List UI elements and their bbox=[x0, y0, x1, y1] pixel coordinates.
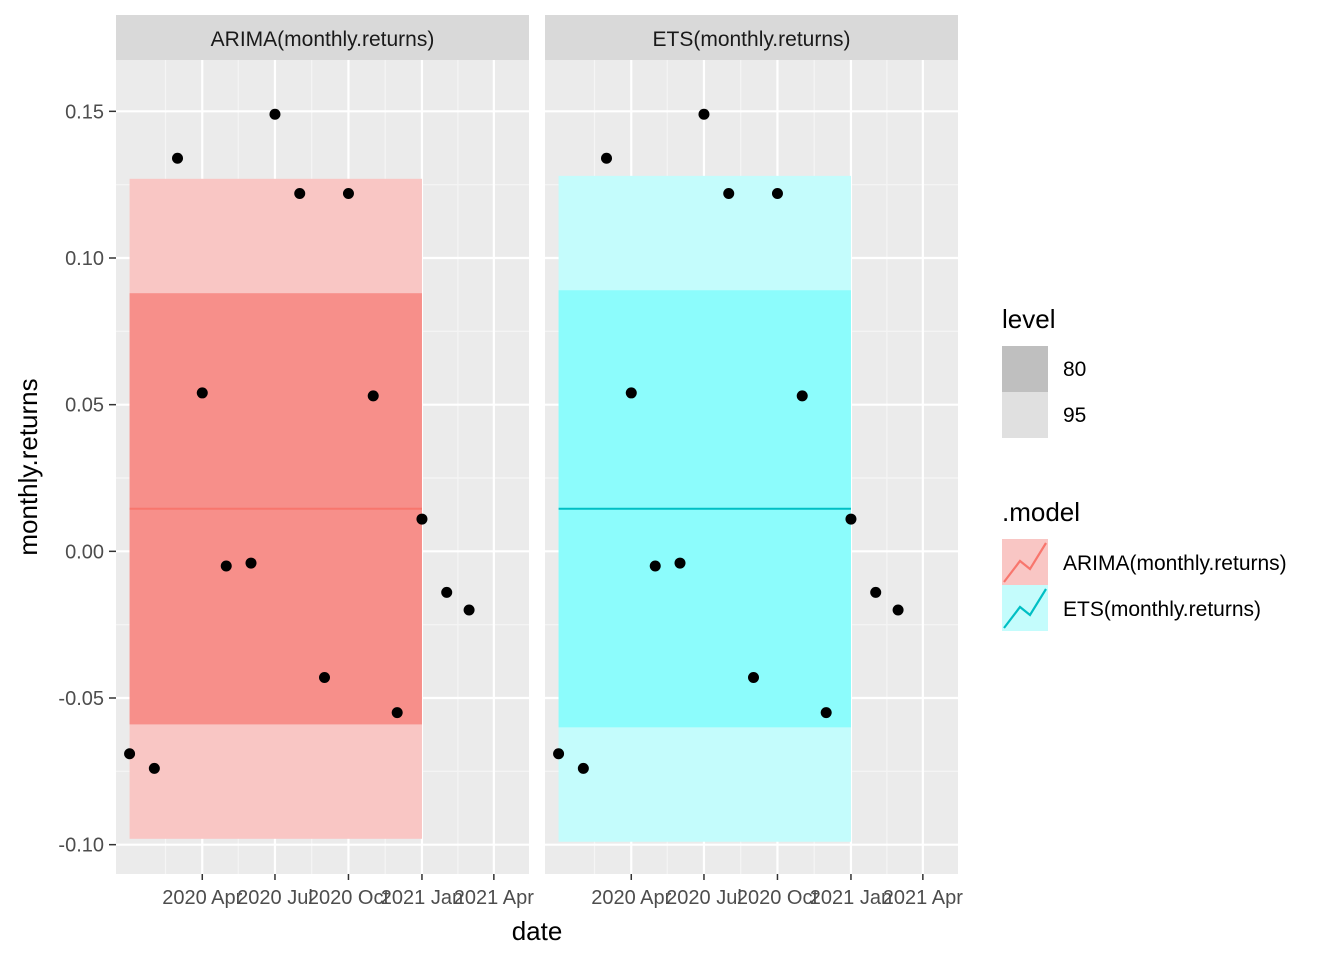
facet-strip bbox=[545, 15, 958, 60]
observed-point bbox=[441, 586, 453, 598]
legend-level-label: 95 bbox=[1063, 404, 1086, 427]
legend-level-title: level bbox=[1002, 304, 1055, 334]
observed-point bbox=[196, 387, 208, 399]
x-tick-label: 2020 Jul bbox=[666, 887, 742, 909]
observed-point bbox=[318, 671, 330, 683]
observed-point bbox=[870, 586, 882, 598]
y-tick-label: 0.00 bbox=[65, 541, 104, 563]
legend-model-key bbox=[1002, 539, 1048, 585]
legend-level-key bbox=[1002, 392, 1048, 438]
observed-point bbox=[463, 604, 475, 616]
x-tick-label: 2020 Oct bbox=[308, 887, 390, 909]
observed-point bbox=[723, 187, 735, 199]
observed-point bbox=[172, 152, 184, 164]
y-axis-title: monthly.returns bbox=[13, 378, 43, 555]
observed-point bbox=[553, 748, 565, 760]
facet-strip bbox=[116, 15, 529, 60]
legend-level-key bbox=[1002, 346, 1048, 392]
y-tick-label: 0.10 bbox=[65, 248, 104, 270]
observed-point bbox=[649, 560, 661, 572]
observed-point bbox=[771, 187, 783, 199]
legend-model-title: .model bbox=[1002, 497, 1080, 527]
x-tick-label: 2021 Jan bbox=[381, 887, 463, 909]
observed-point bbox=[625, 387, 637, 399]
observed-point bbox=[820, 707, 832, 719]
x-tick-label: 2021 Jan bbox=[810, 887, 892, 909]
x-tick-label: 2021 Apr bbox=[883, 887, 963, 909]
observed-point bbox=[845, 513, 857, 525]
legend-model-key bbox=[1002, 585, 1048, 631]
observed-point bbox=[391, 707, 403, 719]
facet-strip-label: ETS(monthly.returns) bbox=[653, 28, 851, 51]
x-axis-title: date bbox=[512, 916, 563, 946]
x-tick-label: 2020 Oct bbox=[737, 887, 819, 909]
observed-point bbox=[342, 187, 354, 199]
observed-point bbox=[367, 390, 379, 402]
observed-point bbox=[294, 187, 306, 199]
observed-point bbox=[698, 108, 710, 120]
facet-strip-label: ARIMA(monthly.returns) bbox=[211, 28, 435, 51]
x-tick-label: 2020 Apr bbox=[162, 887, 242, 909]
y-tick-label: -0.05 bbox=[58, 688, 104, 710]
observed-point bbox=[220, 560, 232, 572]
y-tick-label: -0.10 bbox=[58, 835, 104, 857]
x-tick-label: 2021 Apr bbox=[454, 887, 534, 909]
observed-point bbox=[601, 152, 613, 164]
x-tick-label: 2020 Jul bbox=[237, 887, 313, 909]
legend-model-label: ARIMA(monthly.returns) bbox=[1063, 552, 1287, 575]
observed-point bbox=[148, 762, 160, 774]
legend-model-line bbox=[1003, 542, 1047, 583]
legend-level-label: 80 bbox=[1063, 358, 1086, 381]
observed-point bbox=[269, 108, 281, 120]
y-tick-label: 0.15 bbox=[65, 101, 104, 123]
observed-point bbox=[674, 557, 686, 569]
legend-model-label: ETS(monthly.returns) bbox=[1063, 598, 1261, 621]
observed-point bbox=[245, 557, 257, 569]
observed-point bbox=[747, 671, 759, 683]
x-tick-label: 2020 Apr bbox=[591, 887, 671, 909]
legend-model-line bbox=[1003, 588, 1047, 629]
observed-point bbox=[796, 390, 808, 402]
observed-point bbox=[577, 762, 589, 774]
y-tick-label: 0.05 bbox=[65, 395, 104, 417]
observed-point bbox=[416, 513, 428, 525]
observed-point bbox=[892, 604, 904, 616]
observed-point bbox=[124, 748, 136, 760]
